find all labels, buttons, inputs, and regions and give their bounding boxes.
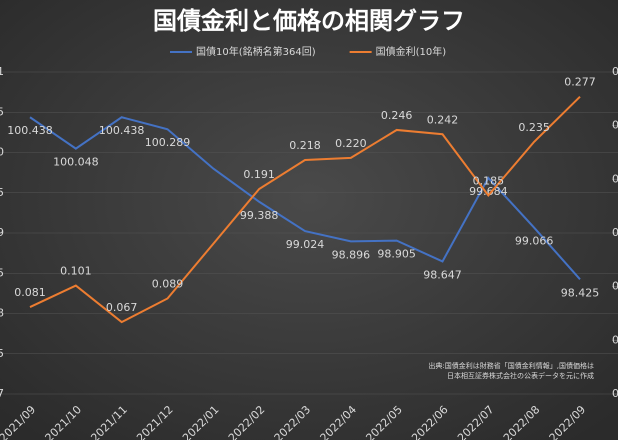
data-label: 99.388 xyxy=(240,209,279,222)
data-label: 0.235 xyxy=(518,121,550,134)
note: 日本相互証券株式会社の公表データを元に作成 xyxy=(447,371,594,380)
legend-label: 国債10年(銘柄名第364回) xyxy=(196,45,316,58)
y-tick-label: 101 xyxy=(0,65,4,78)
data-label: 99.066 xyxy=(515,235,554,248)
y-tick-label: 98 xyxy=(0,307,4,320)
data-label: 98.647 xyxy=(423,268,462,281)
chart-title: 国債金利と価格の相関グラフ xyxy=(153,7,465,35)
y2-tick-label: 0 xyxy=(612,387,618,400)
data-label: 98.896 xyxy=(332,248,371,261)
data-label: 0.191 xyxy=(243,168,275,181)
y2-tick-label: 0.2 xyxy=(612,172,618,185)
data-label: 0.220 xyxy=(335,137,367,150)
y-tick-label: 98.5 xyxy=(0,266,4,279)
note: 出典:国債金利は財務省「国債金利情報」,国債価格は xyxy=(428,361,594,370)
y-tick-label: 99.5 xyxy=(0,186,4,199)
data-label: 0.067 xyxy=(106,301,138,314)
data-label: 0.089 xyxy=(152,277,184,290)
data-label: 0.242 xyxy=(427,113,459,126)
legend-label: 国債金利(10年) xyxy=(376,45,447,58)
y2-tick-label: 0.25 xyxy=(612,119,618,132)
series-line xyxy=(29,116,581,280)
y-tick-label: 97.5 xyxy=(0,347,4,360)
data-label: 100.438 xyxy=(7,124,53,137)
data-label: 98.905 xyxy=(377,248,416,261)
y2-tick-label: 0.3 xyxy=(612,65,618,78)
data-label: 0.218 xyxy=(289,139,321,152)
data-label: 98.425 xyxy=(561,286,600,299)
y2-tick-label: 0.1 xyxy=(612,280,618,293)
y-tick-label: 100 xyxy=(0,146,4,159)
series-line xyxy=(29,95,581,324)
data-label: 99.684 xyxy=(469,185,508,198)
data-label: 0.277 xyxy=(564,76,596,89)
y2-tick-label: 0.15 xyxy=(612,226,618,239)
data-label: 0.246 xyxy=(381,109,413,122)
data-label: 100.289 xyxy=(145,136,191,149)
data-label: 0.081 xyxy=(14,286,46,299)
data-label: 100.438 xyxy=(99,124,145,137)
data-label: 99.024 xyxy=(286,238,325,251)
y-tick-label: 97 xyxy=(0,387,4,400)
data-label: 0.101 xyxy=(60,265,92,278)
y-tick-label: 100.5 xyxy=(0,105,4,118)
y2-tick-label: 0.05 xyxy=(612,333,618,346)
y-tick-label: 99 xyxy=(0,226,4,239)
data-label: 100.048 xyxy=(53,156,99,169)
data-label: 0.185 xyxy=(473,174,505,187)
